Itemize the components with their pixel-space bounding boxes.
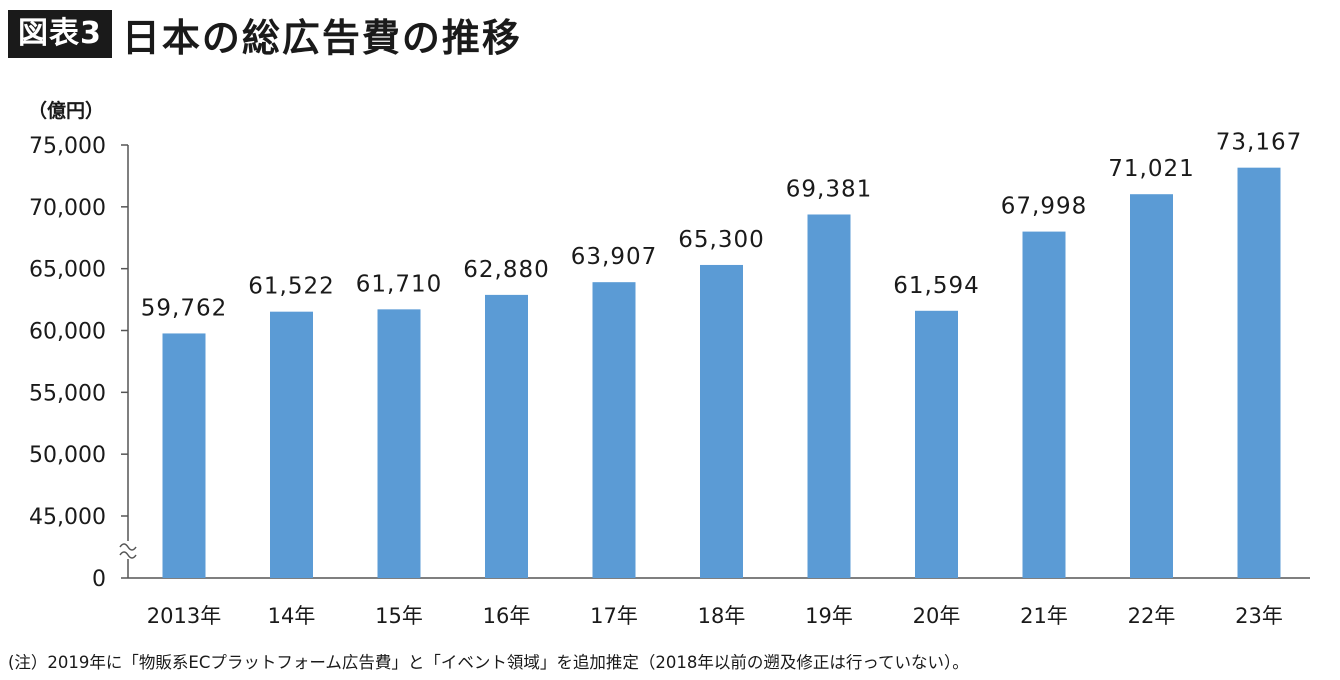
x-tick-label: 15年 [375, 604, 423, 628]
data-label: 62,880 [463, 257, 549, 283]
data-label: 69,381 [786, 176, 872, 202]
data-label: 73,167 [1216, 130, 1302, 156]
data-label: 71,021 [1108, 156, 1194, 182]
data-label: 61,710 [356, 271, 442, 297]
chart-title: 日本の総広告費の推移 [121, 15, 522, 60]
x-tick-label: 22年 [1128, 604, 1176, 628]
x-tick-label: 23年 [1235, 604, 1283, 628]
y-tick-label: 45,000 [29, 505, 106, 530]
y-tick-label: 75,000 [29, 134, 106, 159]
x-tick-label: 16年 [483, 604, 531, 628]
bar-chart: 75,000 70,000 65,000 60,000 55,000 50,000 45,0… [29, 130, 1310, 628]
x-tick-label: 2013年 [147, 604, 221, 628]
x-tick-label: 17年 [590, 604, 638, 628]
y-tick-label: 50,000 [29, 443, 106, 468]
data-label: 61,594 [893, 273, 979, 299]
y-axis-unit-label: （億円） [28, 100, 105, 122]
x-tick-label: 21年 [1020, 604, 1068, 628]
y-tick-label: 60,000 [29, 320, 106, 345]
x-tick-label: 14年 [268, 604, 316, 628]
x-tick-label: 20年 [913, 604, 961, 628]
y-tick-label: 70,000 [29, 196, 106, 221]
x-tick-label: 18年 [698, 604, 746, 628]
y-tick-label: 65,000 [29, 258, 106, 283]
bar [377, 309, 421, 578]
data-label: 63,907 [571, 244, 657, 270]
axis-break-gap [124, 541, 132, 559]
bar [162, 333, 206, 578]
data-label: 59,762 [141, 295, 227, 321]
bar [1130, 194, 1173, 578]
y-tick-label: 55,000 [29, 381, 106, 406]
data-label: 61,522 [248, 274, 334, 300]
bar [485, 294, 528, 578]
bar [807, 214, 851, 579]
figure-badge: 図表3 [8, 10, 112, 58]
bar [700, 264, 743, 578]
axis-break-icon [119, 543, 137, 559]
bar [270, 311, 313, 578]
footnote: (注）2019年に「物販系ECプラットフォーム広告費」と「イベント領域」を追加推… [8, 653, 969, 672]
bar [1022, 231, 1066, 578]
chart-header: 図表3 日本の総広告費の推移 [8, 8, 522, 60]
bar [915, 310, 958, 578]
bar [1237, 167, 1281, 578]
x-tick-label: 19年 [805, 604, 853, 628]
bar [592, 282, 636, 578]
y-tick-label: 0 [92, 567, 106, 592]
data-label: 65,300 [678, 227, 764, 253]
data-label: 67,998 [1001, 194, 1087, 220]
